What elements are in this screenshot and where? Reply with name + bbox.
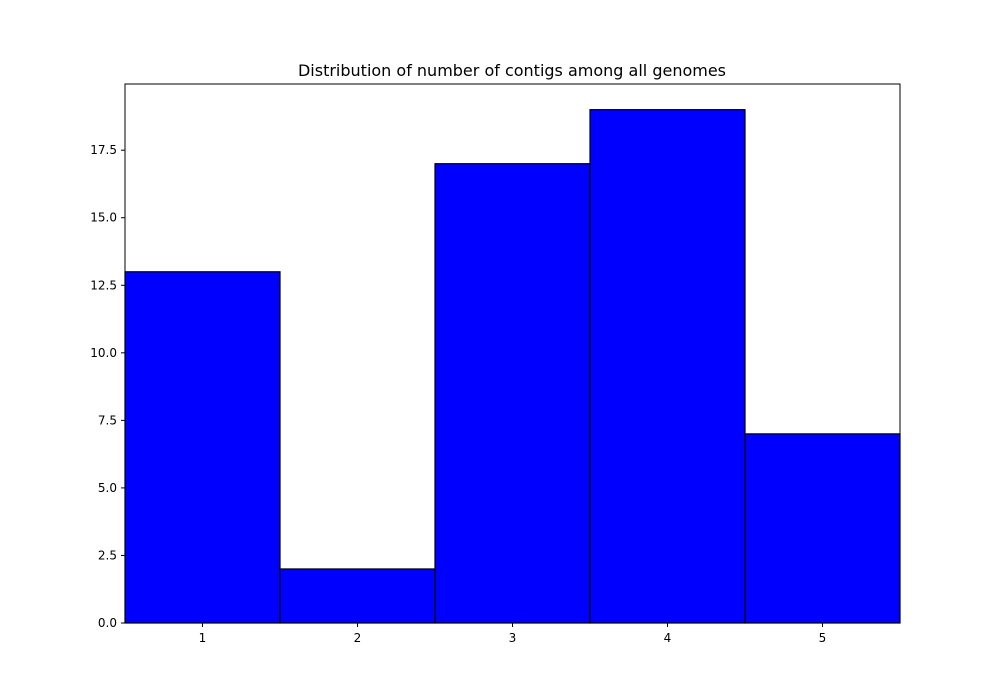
y-tick-label: 15.0 xyxy=(90,211,117,225)
plot-frame xyxy=(124,83,901,624)
y-tick-label: 5.0 xyxy=(98,481,117,495)
x-axis: 1 2 3 4 5 xyxy=(199,623,827,645)
y-tick-label: 17.5 xyxy=(90,143,117,157)
bar-2 xyxy=(279,568,436,624)
y-axis: 0.0 2.5 5.0 7.5 10.0 12.5 15.0 17.5 xyxy=(90,143,125,630)
bar-3 xyxy=(434,163,591,624)
x-tick-label: 5 xyxy=(819,631,827,645)
y-tick-label: 7.5 xyxy=(98,413,117,427)
y-tick-label: 10.0 xyxy=(90,346,117,360)
y-tick-label: 2.5 xyxy=(98,548,117,562)
y-tick-label: 0.0 xyxy=(98,616,117,630)
x-tick-label: 1 xyxy=(199,631,207,645)
chart-title: Distribution of number of contigs among … xyxy=(298,61,726,80)
bars-group xyxy=(124,109,901,624)
bar-1 xyxy=(124,271,281,624)
x-tick-label: 3 xyxy=(509,631,517,645)
bar-4 xyxy=(589,109,746,624)
y-tick-label: 12.5 xyxy=(90,278,117,292)
bar-5 xyxy=(744,433,901,624)
x-tick-label: 2 xyxy=(354,631,362,645)
x-tick-label: 4 xyxy=(664,631,672,645)
